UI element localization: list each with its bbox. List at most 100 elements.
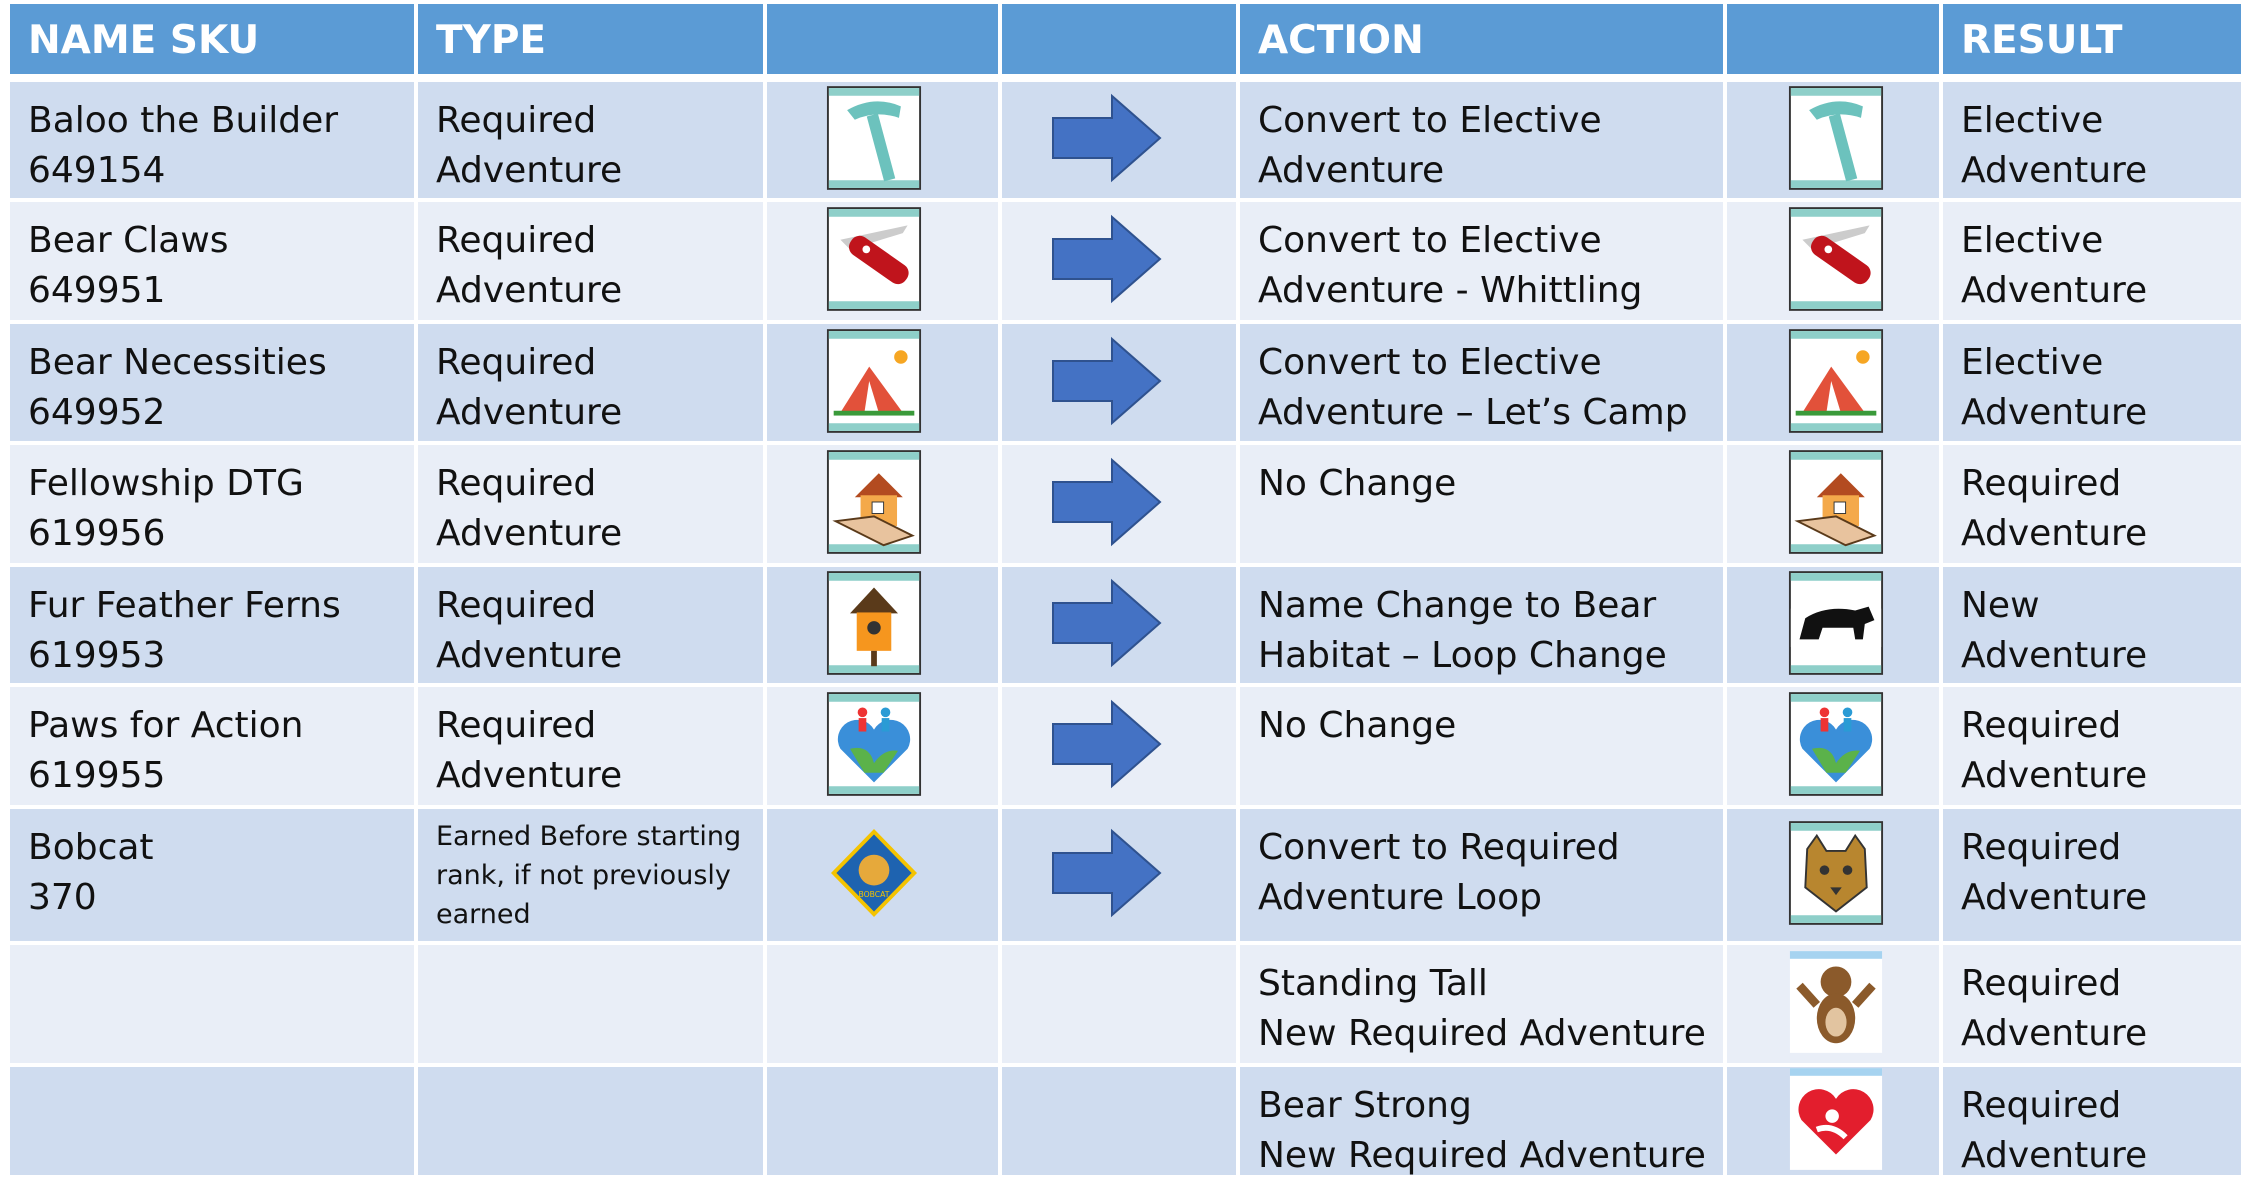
sku: 619956 [28, 513, 166, 554]
action-text: Adventure [1258, 150, 1445, 191]
action-text: Adventure – Let’s Camp [1258, 392, 1688, 433]
header-text: TYPE [436, 18, 547, 63]
result-icon [1788, 571, 1884, 675]
result-cell: Required Adventure [1943, 945, 2241, 1063]
name: Paws for Action [28, 705, 304, 746]
type-text: Adventure [436, 635, 623, 676]
name: Bobcat [28, 827, 154, 868]
sku: 370 [28, 877, 97, 918]
arrow-cell [1002, 1067, 1236, 1175]
result-icon [1788, 328, 1884, 433]
result-text: Adventure [1961, 635, 2148, 676]
result-icon [1789, 951, 1883, 1053]
header-cell: ACTION [1240, 4, 1723, 74]
name-cell [10, 945, 414, 1063]
name: Bear Necessities [28, 342, 327, 383]
type-text: Earned Before starting [436, 821, 742, 852]
action-cell: No Change [1240, 445, 1723, 563]
type-cell: Required Adventure [418, 82, 763, 198]
action-cell: Convert to Elective Adventure [1240, 82, 1723, 198]
sku: 619953 [28, 635, 166, 676]
header-cell: RESULT [1943, 4, 2241, 74]
type-text: earned [436, 899, 531, 930]
result-cell: Required Adventure [1943, 445, 2241, 563]
result-icon [1788, 450, 1884, 554]
name-cell: Bear Necessities 649952 [10, 324, 414, 441]
result-text: Adventure [1961, 755, 2148, 796]
result-cell: Required Adventure [1943, 1067, 2241, 1175]
result-text: Adventure [1961, 1013, 2148, 1054]
action-text: Convert to Required [1258, 827, 1620, 868]
type-text: Adventure [436, 513, 623, 554]
result-text: Adventure [1961, 513, 2148, 554]
type-text: Adventure [436, 755, 623, 796]
name-cell: Fellowship DTG 619956 [10, 445, 414, 563]
header-text: RESULT [1961, 18, 2123, 63]
arrow [1052, 828, 1162, 918]
adventure-icon [826, 571, 922, 675]
sku: 619955 [28, 755, 166, 796]
type-text: Adventure [436, 150, 623, 191]
arrow [1052, 93, 1162, 183]
name: Fur Feather Ferns [28, 585, 341, 626]
result-text: New [1961, 585, 2040, 626]
svg-text:BOBCAT: BOBCAT [859, 890, 890, 899]
action-text: New Required Adventure [1258, 1135, 1706, 1175]
action-text: No Change [1258, 463, 1457, 504]
sku: 649154 [28, 150, 166, 191]
action-cell: Convert to Elective Adventure – Let’s Cam… [1240, 324, 1723, 441]
action-text: Adventure - Whittling [1258, 270, 1643, 311]
result-text: Adventure [1961, 1135, 2148, 1175]
header-cell [1002, 4, 1236, 74]
type-text: Required [436, 705, 597, 746]
result-cell: Required Adventure [1943, 809, 2241, 941]
name-cell: Bobcat 370 [10, 809, 414, 941]
name-cell: Baloo the Builder 649154 [10, 82, 414, 198]
icon-cell [767, 945, 998, 1063]
action-text: Name Change to Bear [1258, 585, 1657, 626]
result-icon [1788, 207, 1884, 311]
name-cell: Fur Feather Ferns 619953 [10, 567, 414, 683]
adventure-icon [826, 207, 922, 311]
result-text: Elective [1961, 342, 2104, 383]
type-cell: Required Adventure [418, 202, 763, 320]
type-cell: Required Adventure [418, 324, 763, 441]
result-text: Adventure [1961, 877, 2148, 918]
result-cell: Elective Adventure [1943, 324, 2241, 441]
result-text: Elective [1961, 220, 2104, 261]
arrow [1052, 336, 1162, 425]
arrow-cell [1002, 945, 1236, 1063]
action-text: Adventure Loop [1258, 877, 1542, 918]
action-text: No Change [1258, 705, 1457, 746]
header-cell [1727, 4, 1939, 74]
adventure-icon [826, 692, 922, 796]
sku: 649951 [28, 270, 166, 311]
action-text: Convert to Elective [1258, 220, 1602, 261]
arrow [1052, 699, 1162, 789]
action-cell: Name Change to Bear Habitat – Loop Change [1240, 567, 1723, 683]
type-text: Required [436, 585, 597, 626]
action-cell: Bear Strong New Required Adventure [1240, 1067, 1723, 1175]
name-cell [10, 1067, 414, 1175]
type-cell: Required Adventure [418, 567, 763, 683]
action-text: New Required Adventure [1258, 1013, 1706, 1054]
header-cell: TYPE [418, 4, 763, 74]
result-text: Adventure [1961, 392, 2148, 433]
type-text: Required [436, 463, 597, 504]
name: Bear Claws [28, 220, 229, 261]
adventure-icon [826, 328, 922, 433]
adventure-icon [826, 86, 922, 190]
result-text: Required [1961, 827, 2122, 868]
sku: 649952 [28, 392, 166, 433]
result-icon [1788, 692, 1884, 796]
result-text: Required [1961, 705, 2122, 746]
result-text: Required [1961, 1085, 2122, 1126]
result-cell: Elective Adventure [1943, 202, 2241, 320]
result-text: Required [1961, 963, 2122, 1004]
action-text: Habitat – Loop Change [1258, 635, 1667, 676]
result-icon [1788, 86, 1884, 190]
result-cell: Elective Adventure [1943, 82, 2241, 198]
action-cell: Standing Tall New Required Adventure [1240, 945, 1723, 1063]
